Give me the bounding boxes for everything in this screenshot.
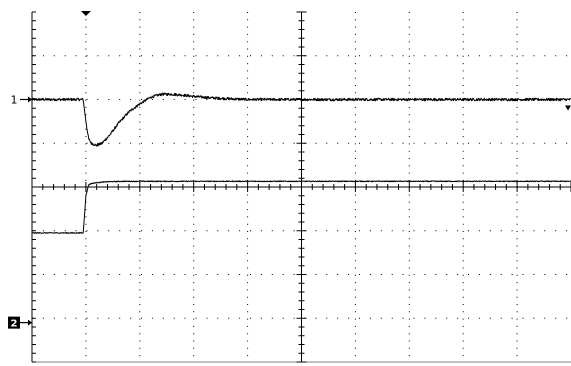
trace-group [31,92,571,234]
channel-2-arrow-head [28,319,32,326]
channel-1-arrow-head [28,96,32,103]
marker-group: 12 [8,11,571,330]
channel-1-label: 1 [11,94,18,107]
trigger-position-marker [80,11,91,16]
trace-channel-1 [31,92,571,147]
channel-2-marker-box [8,316,20,329]
trace-channel-2 [31,180,571,234]
channel-2-label: 2 [11,319,18,330]
grid-group [31,11,571,363]
trace-end-marker [565,105,571,111]
